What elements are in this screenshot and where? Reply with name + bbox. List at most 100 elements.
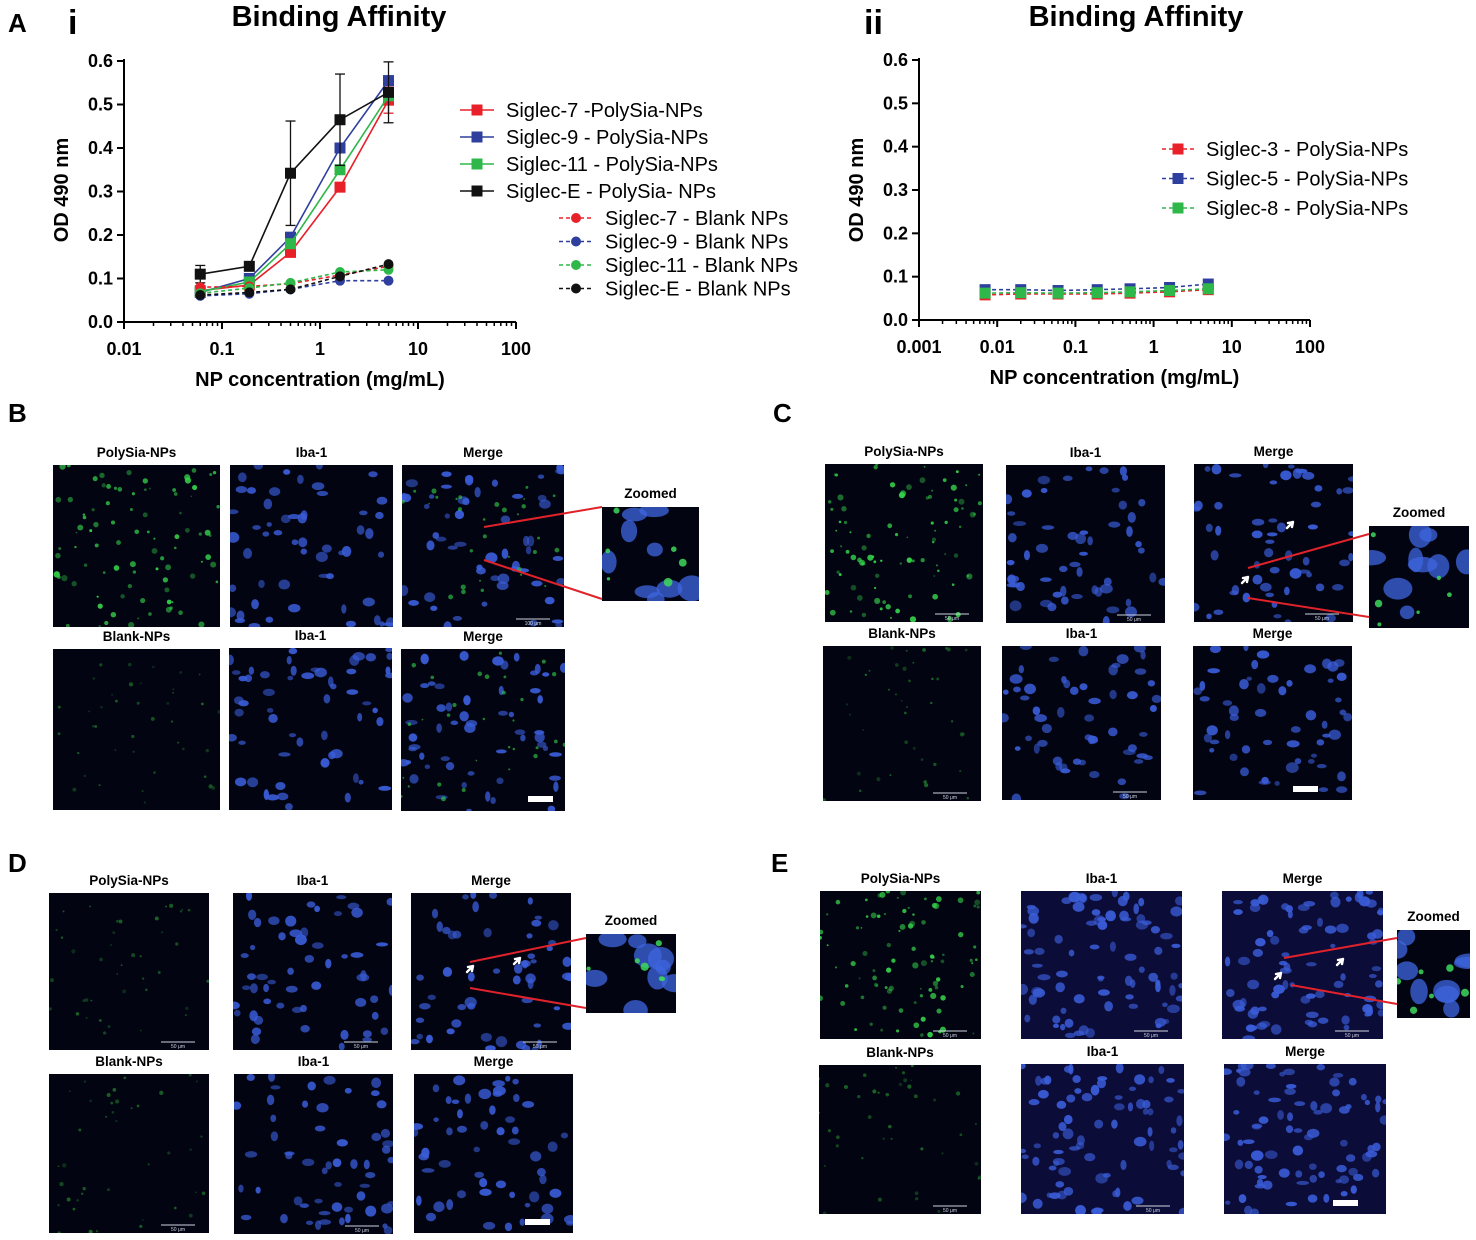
y-tick-label: 0.0 [883, 310, 908, 330]
legend-item: Siglec-9 - Blank NPs [559, 232, 788, 254]
data-point [284, 238, 296, 250]
micrograph-iba [1006, 465, 1165, 623]
y-tick-label: 0.6 [883, 50, 908, 70]
series-line [200, 265, 389, 288]
data-point [1164, 285, 1176, 297]
arrow-icon [1285, 520, 1295, 530]
zoom-connector-line [1290, 984, 1398, 1005]
data-point [243, 260, 255, 272]
image-background [819, 1065, 981, 1214]
data-point [979, 287, 991, 299]
scale-bar: 100 μm [516, 618, 550, 627]
image-label-iba: Iba-1 [1087, 1044, 1119, 1059]
micrograph-blank [53, 649, 220, 810]
image-label-iba: Iba-1 [296, 445, 328, 460]
series-line [200, 80, 390, 294]
image-background [1222, 891, 1383, 1039]
image-label-merge: Merge [463, 445, 503, 460]
scale-bar: 50 μm [1134, 1030, 1168, 1039]
legend-marker [1172, 173, 1184, 184]
data-point [195, 290, 206, 301]
image-label-iba: Iba-1 [1066, 626, 1098, 641]
series-line [200, 279, 389, 297]
legend-label: Siglec-8 - PolySia-NPs [1206, 198, 1408, 220]
y-tick-label: 0.1 [88, 269, 113, 289]
y-tick-label: 0.5 [88, 95, 113, 115]
y-tick-label: 0.3 [88, 182, 113, 202]
y-tick-label: 0.0 [88, 312, 113, 332]
y-tick-label: 0.4 [883, 137, 908, 157]
scale-bar-text: 50 μm [1345, 1033, 1359, 1039]
scale-bar-white [1333, 1200, 1358, 1206]
x-tick-label: 0.001 [896, 337, 941, 357]
micrograph-merge [411, 893, 571, 1050]
image-label-merge: Merge [1253, 626, 1293, 641]
image-label-iba: Iba-1 [1086, 871, 1118, 886]
arrow-icon [1335, 957, 1345, 967]
y-tick-label: 0.2 [883, 223, 908, 243]
legend-label: Siglec-3 - PolySia-NPs [1206, 139, 1408, 161]
series-siglec-8-polysia-nps [979, 283, 1214, 299]
image-background [1021, 1064, 1184, 1214]
micrograph-iba [234, 1074, 393, 1234]
micrograph-zoomed [1369, 526, 1469, 628]
chart-binding-affinity-i: Binding Affinity 0.0 0.1 0.2 0.3 0.4 0.5 0.6 0.0… [51, 1, 798, 391]
data-point [1202, 283, 1214, 295]
legend-label: Siglec-E - PolySia- NPs [506, 181, 716, 203]
scale-bar-text: 50 μm [1123, 794, 1137, 800]
zoom-connector-line [1283, 937, 1398, 959]
panel-letter-a: A [8, 8, 27, 38]
series-siglec-e-polysia-nps [194, 61, 394, 284]
image-background [234, 1074, 393, 1234]
legend-marker [1172, 202, 1184, 214]
scale-bar-text: 50 μm [1315, 616, 1329, 622]
scale-bar-text: 50 μm [354, 1044, 368, 1050]
legend-item: Siglec-3 - PolySia-NPs [1162, 139, 1408, 161]
data-point [194, 268, 206, 280]
scale-bar-text: 50 μm [943, 1208, 957, 1214]
data-point [244, 287, 255, 298]
legend-item: Siglec-11 - Blank NPs [559, 255, 798, 277]
micrograph-polysia [53, 465, 220, 627]
image-background [820, 891, 981, 1039]
scale-bar-text: 50 μm [945, 616, 959, 622]
image-background [411, 893, 571, 1050]
image-label-polysia: PolySia-NPs [89, 873, 169, 888]
legend-item: Siglec-7 -PolySia-NPs [460, 100, 703, 122]
y-axis-label: OD 490 nm [846, 138, 868, 242]
image-background [53, 649, 220, 810]
legend-item: Siglec-8 - PolySia-NPs [1162, 198, 1408, 220]
micrograph-merge [1193, 646, 1352, 800]
scale-bar: 50 μm [161, 1041, 195, 1050]
series-siglec-9-polysia-nps [194, 75, 394, 298]
image-label-blank: Blank-NPs [868, 626, 936, 641]
series-line [200, 269, 389, 295]
data-point [383, 259, 394, 270]
legend-marker [571, 236, 581, 247]
arrow-icon [512, 956, 522, 966]
image-label-polysia: PolySia-NPs [864, 444, 944, 459]
legend-marker [471, 131, 483, 143]
image-label-zoomed: Zoomed [1393, 505, 1446, 520]
scale-bar-text: 50 μm [1127, 617, 1141, 623]
legend-label: Siglec-11 - Blank NPs [605, 255, 798, 277]
micrograph-merge [1224, 1064, 1386, 1214]
data-point [334, 164, 346, 176]
x-tick-label: 0.01 [106, 339, 141, 359]
scale-bar: 50 μm [933, 1205, 967, 1214]
x-tick-label: 100 [501, 339, 531, 359]
legend-item: Siglec-5 - PolySia-NPs [1162, 169, 1408, 191]
scale-bar-text: 50 μm [943, 795, 957, 801]
chart-title: Binding Affinity [1029, 1, 1244, 33]
scale-bar-text: 50 μm [355, 1228, 369, 1234]
y-tick-label: 0.5 [883, 93, 908, 113]
panel-b-images: PolySia-NPs Iba-1 Merge 100 μm Blank-NPs Iba-… [53, 445, 699, 811]
series-siglec-e-blank-nps [195, 259, 394, 301]
data-point [1124, 286, 1136, 298]
image-background [53, 465, 220, 627]
scale-bar-text: 100 μm [525, 621, 542, 627]
micrograph-iba [230, 465, 393, 627]
micrograph-iba [233, 893, 392, 1050]
subpanel-label-i: i [68, 4, 77, 42]
scale-bar: 50 μm [345, 1225, 379, 1234]
